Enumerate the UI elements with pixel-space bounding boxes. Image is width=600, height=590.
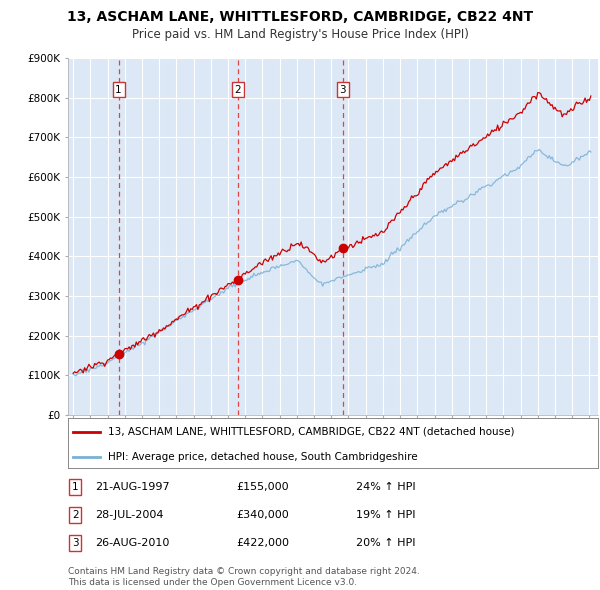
Text: 13, ASCHAM LANE, WHITTLESFORD, CAMBRIDGE, CB22 4NT (detached house): 13, ASCHAM LANE, WHITTLESFORD, CAMBRIDGE… <box>108 427 514 437</box>
Text: 3: 3 <box>340 85 346 95</box>
Text: 20% ↑ HPI: 20% ↑ HPI <box>356 538 415 548</box>
Text: £422,000: £422,000 <box>236 538 289 548</box>
Text: 2: 2 <box>72 510 79 520</box>
Text: 13, ASCHAM LANE, WHITTLESFORD, CAMBRIDGE, CB22 4NT: 13, ASCHAM LANE, WHITTLESFORD, CAMBRIDGE… <box>67 10 533 24</box>
Text: 1: 1 <box>115 85 122 95</box>
Text: Contains HM Land Registry data © Crown copyright and database right 2024.: Contains HM Land Registry data © Crown c… <box>68 567 420 576</box>
Text: 21-AUG-1997: 21-AUG-1997 <box>95 482 170 492</box>
Text: 3: 3 <box>72 538 79 548</box>
Text: 28-JUL-2004: 28-JUL-2004 <box>95 510 163 520</box>
Text: 2: 2 <box>235 85 241 95</box>
Text: Price paid vs. HM Land Registry's House Price Index (HPI): Price paid vs. HM Land Registry's House … <box>131 28 469 41</box>
Text: 19% ↑ HPI: 19% ↑ HPI <box>356 510 415 520</box>
Text: £155,000: £155,000 <box>236 482 289 492</box>
Text: £340,000: £340,000 <box>236 510 289 520</box>
Text: HPI: Average price, detached house, South Cambridgeshire: HPI: Average price, detached house, Sout… <box>108 452 418 462</box>
Text: 26-AUG-2010: 26-AUG-2010 <box>95 538 169 548</box>
Text: 24% ↑ HPI: 24% ↑ HPI <box>356 482 416 492</box>
Text: This data is licensed under the Open Government Licence v3.0.: This data is licensed under the Open Gov… <box>68 578 357 587</box>
Text: 1: 1 <box>72 482 79 492</box>
